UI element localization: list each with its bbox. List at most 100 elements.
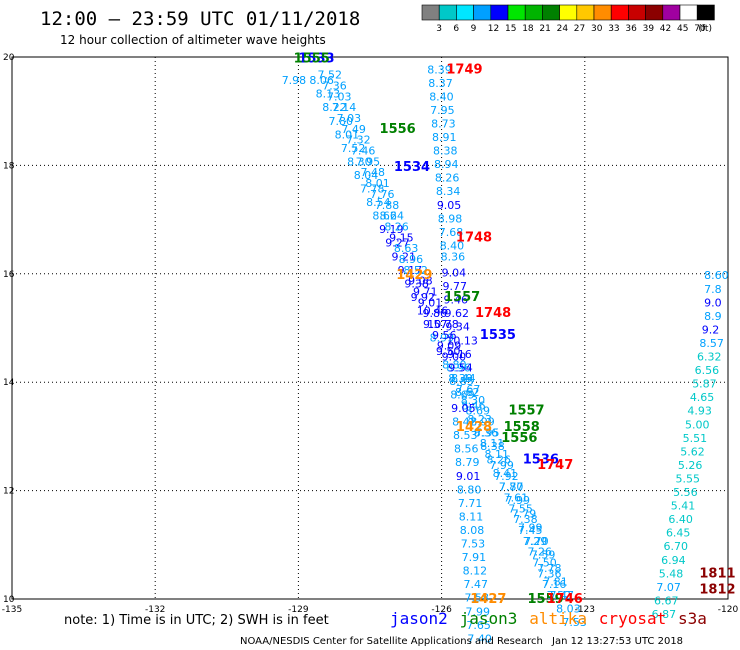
swh-value: 8.62 — [455, 386, 480, 399]
swh-value: 8.54 — [366, 196, 391, 209]
swh-value: 7.70 — [524, 535, 549, 548]
swh-value: 8.36 — [474, 426, 499, 439]
swh-value: 5.87 — [692, 378, 717, 391]
swh-value: 6.45 — [666, 527, 691, 540]
swh-value: 8.91 — [432, 131, 457, 144]
swh-value: 7.95 — [430, 104, 455, 117]
swh-value: 7.80 — [499, 481, 524, 494]
swh-value: 8.24 — [380, 210, 405, 223]
swh-value: 7.95 — [475, 426, 500, 439]
satellite-legend-jason2: jason2 — [390, 609, 448, 628]
swh-value: 7.46 — [351, 145, 376, 158]
swh-value: 9.0 — [704, 296, 722, 309]
swh-value: 7.99 — [489, 459, 514, 472]
swh-value: 8.44 — [451, 372, 476, 385]
swh-value: 7.58 — [465, 592, 490, 605]
swh-value: 8.80 — [457, 483, 482, 496]
swh-value: 8.40 — [429, 90, 454, 103]
satellite-legend-jason3: jason3 — [460, 609, 518, 628]
swh-value: 7.38 — [513, 513, 538, 526]
x-tick-label: -123 — [575, 605, 595, 615]
pass-time-label: 1812 — [699, 583, 735, 598]
swh-value: 5.26 — [678, 459, 703, 472]
swh-value: 7.68 — [439, 226, 464, 239]
swh-value: 9.01 — [456, 470, 481, 483]
swh-value: 5.00 — [685, 418, 710, 431]
swh-value: 10.13 — [446, 334, 478, 347]
swh-value: 9.34 — [445, 321, 470, 334]
swh-value: 8.69 — [450, 388, 475, 401]
swh-value: 8.11 — [480, 437, 505, 450]
swh-value: 8.66 — [372, 210, 397, 223]
satellite-legend: jason2 jason3 altika cryosat s3a — [390, 609, 707, 628]
colorbar-swatch — [610, 4, 629, 21]
chart-subtitle: 12 hour collection of altimeter wave hei… — [60, 33, 326, 47]
swh-value: 7.67 — [456, 383, 481, 396]
swh-value: 7.78 — [360, 183, 385, 196]
swh-value: 9.86 — [423, 307, 448, 320]
swh-value: 8.42 — [452, 416, 477, 429]
swh-value: 7.52 — [547, 589, 572, 602]
swh-value: 7.47 — [549, 589, 574, 602]
colorbar-label: 12 — [488, 24, 499, 34]
swh-value: 6.32 — [697, 351, 722, 364]
swh-labels: 7.98 8.068.138.227.808.017.528.308.047.78… — [282, 63, 729, 645]
pass-time-label: 1533 — [298, 51, 334, 66]
swh-value: 10.46 — [417, 304, 449, 317]
colorbar-label: 15 — [505, 24, 516, 34]
pass-time-label: 1559 — [528, 592, 564, 607]
swh-value: 6.70 — [664, 540, 689, 553]
colorbar-label: 21 — [539, 24, 550, 34]
swh-value: 7.99 — [506, 494, 530, 507]
swh-value: 9.15 — [389, 231, 414, 244]
pass-time-label: 1429 — [396, 268, 432, 283]
x-tick-label: -120 — [718, 605, 739, 615]
colorbar-swatch — [662, 4, 681, 21]
swh-value: 8.37 — [428, 77, 453, 90]
colorbar-label: 9 — [471, 24, 477, 34]
colorbar-label: 18 — [522, 24, 534, 34]
swh-value: 8.38 — [480, 440, 505, 453]
swh-value: 8.26 — [384, 220, 409, 233]
swh-value: 9.21 — [391, 250, 416, 263]
x-tick-label: -132 — [145, 605, 165, 615]
swh-value: 7.88 — [375, 199, 400, 212]
colorbar-swatch — [473, 4, 492, 21]
swh-value: 8.26 — [435, 172, 460, 185]
swh-value: 8.34 — [436, 185, 461, 198]
swh-value: 6.40 — [668, 513, 693, 526]
swh-value: 10.78 — [427, 318, 459, 331]
swh-value: 4.65 — [690, 391, 715, 404]
swh-value: 9.57 — [423, 318, 448, 331]
swh-value: 7.48 — [360, 166, 385, 179]
swh-value: 8.11 — [485, 448, 510, 461]
swh-value: 8.96 — [399, 253, 424, 266]
swh-value: 9.01 — [418, 296, 443, 309]
swh-value: 9.00 — [442, 351, 467, 364]
colorbar-unit: (ft) — [698, 24, 712, 34]
swh-value: 7.14 — [332, 101, 357, 114]
swh-value: 8.69 — [465, 405, 490, 418]
swh-value: 7.47 — [464, 578, 489, 591]
x-tick-label: -126 — [431, 605, 452, 615]
grid-lines — [12, 57, 728, 599]
colorbar-swatch — [679, 4, 698, 21]
swh-value: 8.30 — [347, 155, 372, 168]
pass-time-label: 1557 — [444, 290, 480, 305]
swh-value: 7.53 — [562, 616, 587, 629]
swh-value: 7.76 — [370, 188, 395, 201]
swh-value: 8.40 — [440, 239, 465, 252]
y-tick-label: 16 — [3, 270, 15, 280]
colorbar-swatch — [696, 4, 715, 21]
swh-value: 9.27 — [385, 237, 410, 250]
swh-value: 9.54 — [448, 361, 473, 374]
pass-time-label: 1749 — [446, 62, 482, 77]
swh-value: 7.45 — [518, 524, 543, 537]
swh-value: 8.99 — [430, 332, 455, 345]
swh-value: 5.48 — [659, 567, 684, 580]
swh-value: 8.11 — [459, 510, 484, 523]
colorbar-swatch — [593, 4, 612, 21]
colorbar-swatch — [524, 4, 543, 21]
swh-value: 7.61 — [504, 491, 529, 504]
